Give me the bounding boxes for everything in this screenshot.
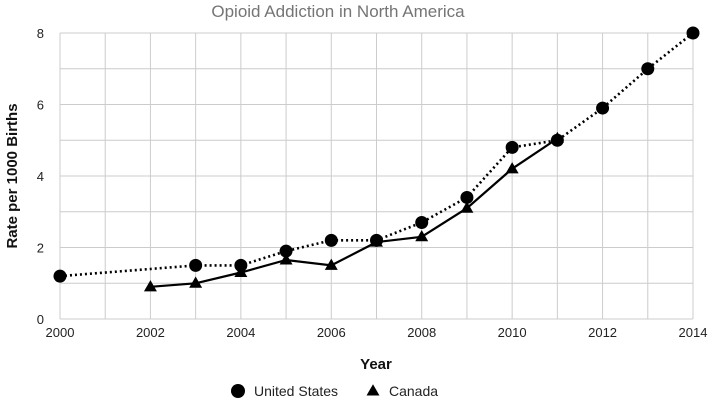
legend-item-canada: Canada xyxy=(366,383,438,399)
y-axis-label: Rate per 1000 Births xyxy=(4,103,21,248)
data-point-united-states xyxy=(415,215,429,229)
data-point-canada xyxy=(505,162,519,174)
data-point-canada xyxy=(415,230,429,242)
x-tick-label: 2004 xyxy=(226,325,255,340)
series-canada xyxy=(143,131,564,292)
x-tick-label: 2008 xyxy=(407,325,436,340)
data-point-united-states xyxy=(324,233,338,247)
data-point-canada xyxy=(324,258,338,270)
y-tick-label: 2 xyxy=(37,241,44,256)
y-tick-label: 4 xyxy=(37,169,44,184)
legend-label-canada: Canada xyxy=(389,383,438,399)
x-tick-label: 2010 xyxy=(498,325,527,340)
series-layer xyxy=(53,26,700,292)
grid-lines xyxy=(59,32,694,320)
data-point-united-states xyxy=(460,190,474,204)
data-point-canada xyxy=(279,253,293,265)
series-united-states xyxy=(53,26,700,283)
data-point-united-states xyxy=(505,140,519,154)
chart-title: Opioid Addiction in North America xyxy=(211,2,465,21)
data-point-united-states xyxy=(53,269,67,283)
data-point-canada xyxy=(234,265,248,278)
data-point-united-states xyxy=(686,26,700,40)
x-tick-label: 2002 xyxy=(136,325,165,340)
x-tick-label: 2014 xyxy=(679,325,708,340)
x-axis-label: Year xyxy=(360,356,392,373)
legend-label-united-states: United States xyxy=(254,383,338,399)
legend-item-united-states: United States xyxy=(231,383,338,399)
data-point-united-states xyxy=(641,62,655,76)
data-point-united-states xyxy=(596,101,610,115)
data-point-united-states xyxy=(189,258,203,272)
data-point-canada xyxy=(550,131,564,143)
series-line-canada xyxy=(150,137,559,288)
data-point-united-states xyxy=(279,244,293,258)
data-point-canada xyxy=(189,276,203,288)
data-point-united-states xyxy=(234,258,248,272)
legend: United States Canada xyxy=(231,383,438,399)
x-tick-label: 2006 xyxy=(317,325,346,340)
x-tick-label: 2000 xyxy=(46,325,75,340)
tick-labels: 2000 2002 2004 2006 2008 2010 2012 2014 0 2 4 6 8 xyxy=(37,26,708,340)
y-tick-label: 0 xyxy=(37,312,44,327)
legend-marker-united-states xyxy=(231,384,245,398)
data-point-canada xyxy=(460,201,474,213)
y-tick-label: 8 xyxy=(37,26,44,41)
data-point-canada xyxy=(370,235,383,247)
y-tick-label: 6 xyxy=(37,98,44,113)
legend-marker-canada xyxy=(366,384,380,396)
data-point-canada xyxy=(143,280,157,292)
x-tick-label: 2012 xyxy=(588,325,617,340)
